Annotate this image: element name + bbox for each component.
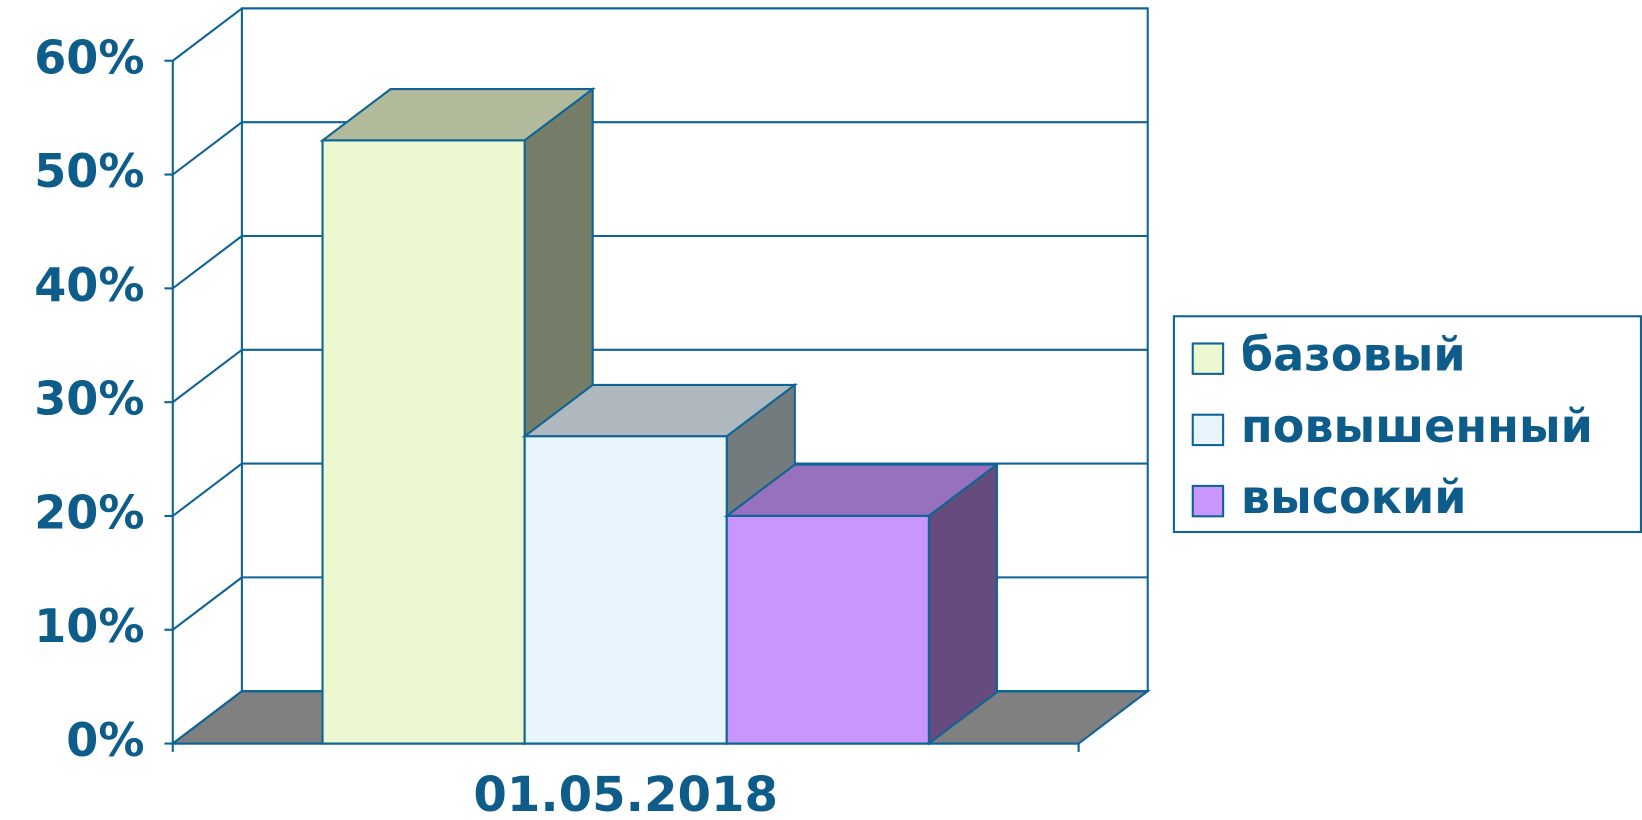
side-grid-line: [173, 464, 242, 516]
side-grid-line: [173, 350, 242, 402]
chart: 0% 10% 20% 30% 40% 50% 60% 01.05.2018 базовый пов…: [0, 0, 1642, 820]
bar-front: [323, 140, 525, 743]
bar-front: [525, 436, 727, 743]
y-tick-label: 30%: [34, 372, 144, 426]
side-grid-line: [173, 577, 242, 629]
legend-label: базовый: [1241, 328, 1466, 382]
legend-swatch: [1193, 486, 1223, 516]
legend-label: повышенный: [1241, 399, 1593, 453]
legend-swatch: [1193, 415, 1223, 445]
legend-swatch: [1193, 344, 1223, 374]
side-grid-line: [173, 236, 242, 288]
side-grid-line: [173, 122, 242, 174]
y-tick-label: 10%: [34, 599, 144, 653]
x-tick-label: 01.05.2018: [473, 767, 778, 820]
bar-front: [727, 516, 929, 744]
y-tick-label: 50%: [34, 144, 144, 198]
y-tick-label: 0%: [66, 713, 144, 767]
y-tick-label: 40%: [34, 258, 144, 312]
side-grid-line: [173, 8, 242, 60]
bar: [727, 465, 997, 744]
legend-label: высокий: [1241, 470, 1467, 524]
y-tick-label: 20%: [34, 485, 144, 539]
y-tick-label: 60%: [34, 30, 144, 84]
